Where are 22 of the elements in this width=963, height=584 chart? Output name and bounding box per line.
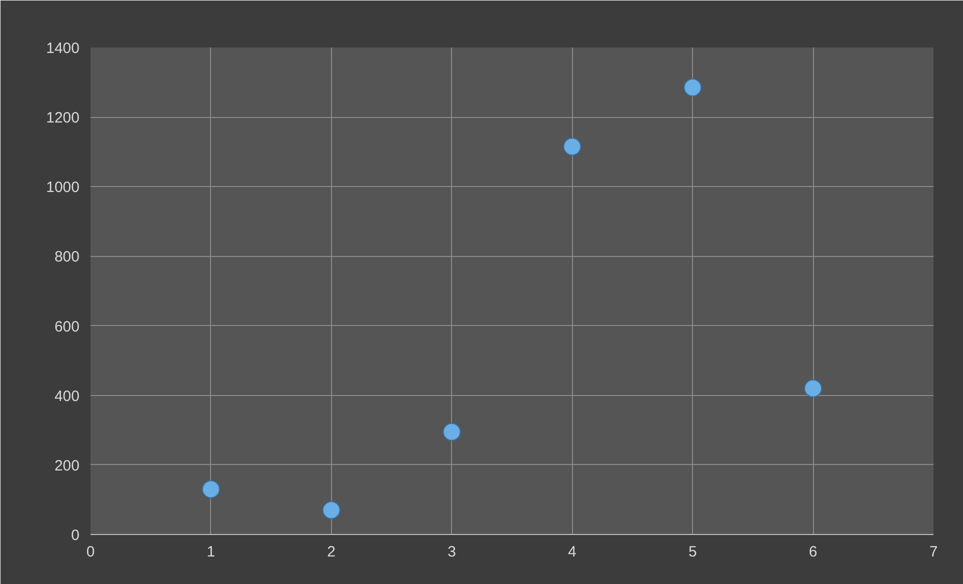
y-tick-label: 1000: [46, 179, 80, 196]
x-tick-label: 7: [929, 544, 938, 560]
y-tick-label: 1400: [46, 40, 80, 57]
y-tick-label: 200: [54, 457, 80, 474]
x-tick-label: 1: [206, 544, 216, 560]
x-tick-label: 3: [448, 544, 456, 560]
point: [442, 422, 461, 441]
point: [684, 78, 702, 96]
y-tick-label: 400: [54, 388, 80, 405]
point: [202, 480, 220, 498]
y-tick-label: 1200: [46, 110, 80, 127]
x-tick-label: 2: [327, 544, 336, 560]
x-tick-label: 5: [688, 544, 697, 560]
x-tick-label: 6: [808, 544, 818, 560]
point: [322, 501, 340, 520]
point: [563, 138, 582, 156]
x-tick-label: 0: [86, 544, 95, 560]
y-tick-label: 800: [54, 248, 80, 266]
point: [804, 379, 822, 398]
x-tick-label: 4: [568, 544, 576, 560]
y-tick-label: 0: [71, 527, 80, 544]
y-tick-label: 600: [54, 318, 80, 336]
